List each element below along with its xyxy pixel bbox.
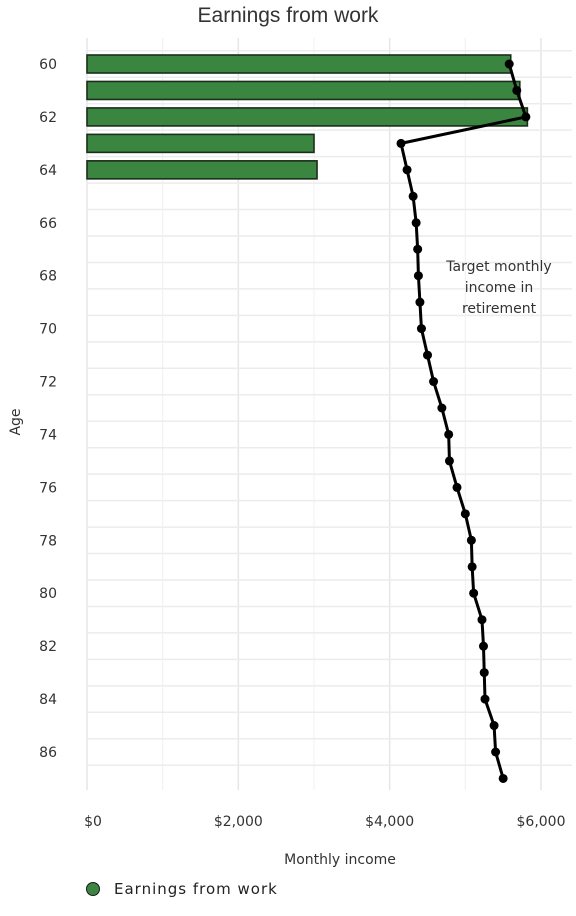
line-point-age-81 [477,615,487,625]
y-tick-label: 78 [39,533,57,549]
line-point-age-69 [415,297,425,307]
y-tick-label: 76 [39,480,57,496]
legend-label: Earnings from work [114,880,278,898]
line-point-age-79 [467,562,477,572]
y-tick-label: 84 [39,692,57,708]
target-income-line [399,63,528,779]
y-tick-label: 72 [39,375,57,391]
y-tick-label: 70 [39,322,57,338]
line-point-age-62 [521,112,531,122]
x-tick-label: $6,000 [517,814,566,830]
legend-swatch [86,882,100,896]
y-tick-label: 60 [39,57,57,73]
line-point-age-75 [444,456,454,466]
line-point-age-65 [408,191,418,201]
y-tick-labels: 60 62 64 66 68 70 72 74 76 78 80 82 84 86 [39,57,57,761]
chart-title: Earnings from work [197,4,379,27]
line-point-age-82 [478,641,488,651]
y-tick-label: 66 [39,216,57,232]
line-point-age-66 [411,218,421,228]
line-point-age-85 [489,721,499,731]
line-point-age-80 [469,588,479,598]
line-point-age-74 [444,429,454,439]
x-tick-label: $4,000 [365,814,414,830]
y-tick-label: 74 [39,427,57,443]
annotation-target-income: Target monthly income in retirement [446,259,552,317]
x-tick-labels: $0 $2,000 $4,000 $6,000 [84,814,565,830]
line-point-age-73 [437,403,447,413]
y-tick-label: 62 [39,110,57,126]
line-point-age-87 [498,773,508,783]
line-point-age-71 [423,350,432,360]
y-tick-label: 64 [39,163,57,179]
bar-series [86,54,529,180]
x-tick-label: $0 [84,814,102,830]
x-axis-label: Monthly income [284,852,396,868]
bar-age-62 [86,107,529,127]
line-point-age-83 [479,668,489,678]
line-point-age-70 [416,324,426,334]
line-point-age-84 [480,694,490,704]
line-point-age-72 [429,377,439,387]
bar-age-60 [86,54,512,74]
line-point-age-86 [491,747,501,757]
legend[interactable]: Earnings from work [86,880,278,898]
line-point-age-63 [396,138,406,148]
grid-lines [86,38,572,790]
line-point-age-67 [413,244,423,254]
y-tick-label: 68 [39,269,57,285]
y-tick-label: 82 [39,639,57,655]
line-series [396,59,531,783]
y-axis-label: Age [8,408,24,435]
line-point-age-64 [402,165,412,175]
bar-age-64 [86,160,318,180]
line-point-age-60 [504,59,514,69]
line-point-age-76 [452,482,462,492]
y-tick-label: 80 [39,586,57,602]
line-point-age-61 [512,85,522,95]
bar-age-61 [86,80,521,101]
line-point-age-77 [460,509,470,519]
y-tick-label: 86 [39,745,57,761]
line-point-age-68 [413,271,423,281]
bar-age-63 [86,133,315,154]
line-point-age-78 [466,535,476,545]
x-tick-label: $2,000 [214,814,263,830]
